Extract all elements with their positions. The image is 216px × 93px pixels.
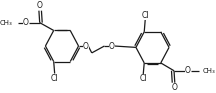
Text: Cl: Cl	[141, 11, 149, 20]
Text: O: O	[109, 41, 115, 50]
Text: O: O	[83, 41, 89, 50]
Text: Cl: Cl	[140, 74, 147, 83]
Text: O: O	[172, 83, 178, 92]
Text: Cl: Cl	[51, 74, 58, 83]
Text: CH₃: CH₃	[0, 20, 13, 26]
Text: CH₃: CH₃	[203, 68, 215, 74]
Text: O: O	[185, 66, 191, 75]
Text: O: O	[23, 18, 29, 27]
Text: O: O	[37, 1, 43, 10]
